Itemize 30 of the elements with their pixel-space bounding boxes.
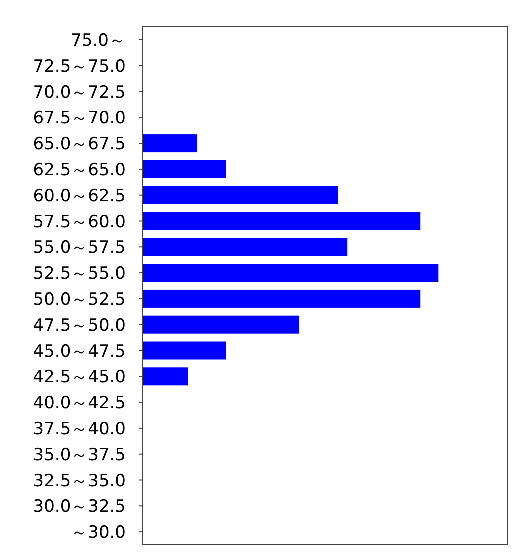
bar (143, 160, 226, 178)
bar (143, 264, 439, 282)
bar (143, 342, 226, 360)
bar (143, 212, 421, 230)
y-tick-label: 30.0～32.5 (33, 497, 126, 518)
y-tick-label: 40.0～42.5 (33, 394, 126, 414)
bar (143, 316, 300, 334)
y-tick-label: 47.5～50.0 (33, 316, 126, 336)
y-tick-label: 50.0～52.5 (33, 290, 126, 310)
bar (143, 368, 188, 386)
bar (143, 238, 348, 256)
y-tick-label: 45.0～47.5 (33, 342, 126, 362)
y-tick-label: 60.0～62.5 (33, 186, 126, 206)
y-tick-label: 37.5～40.0 (33, 419, 126, 440)
bar (143, 134, 198, 153)
y-tick-label: 75.0～ (71, 30, 126, 51)
y-tick-label: 42.5～45.0 (33, 368, 126, 388)
y-tick-label: 70.0～72.5 (33, 82, 126, 103)
y-tick-label: 72.5～75.0 (33, 56, 126, 77)
y-tick-label: 52.5～55.0 (33, 264, 126, 284)
bar (143, 290, 421, 308)
y-tick-label: 62.5～65.0 (33, 160, 126, 180)
bar (143, 186, 338, 204)
y-tick-label: 67.5～70.0 (33, 108, 126, 129)
y-tick-label: 55.0～57.5 (33, 238, 126, 258)
y-tick-label: 57.5～60.0 (33, 212, 126, 232)
y-tick-label: 32.5～35.0 (33, 471, 126, 492)
y-tick-label: ～30.0 (71, 523, 126, 544)
y-tick-label: 35.0～37.5 (33, 445, 126, 466)
y-tick-label: 65.0～67.5 (33, 134, 126, 155)
